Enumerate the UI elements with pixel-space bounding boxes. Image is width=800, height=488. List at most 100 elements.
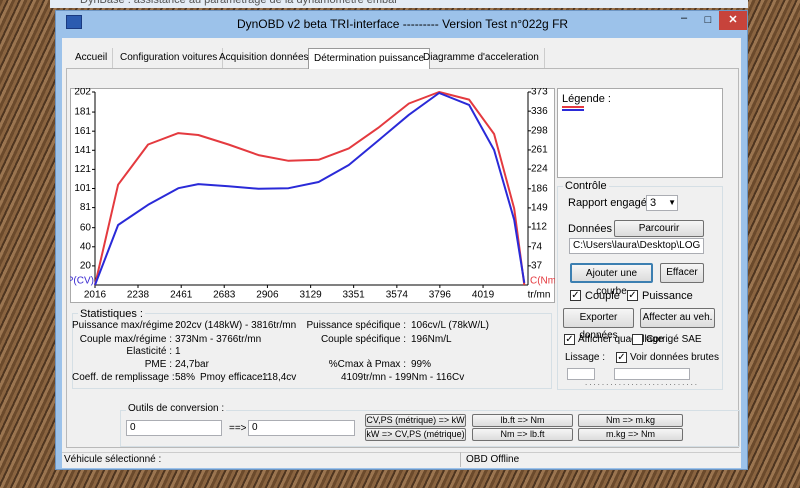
conversion-button[interactable]: m.kg => Nm bbox=[578, 428, 683, 441]
smoothing-label: Lissage : bbox=[565, 352, 606, 363]
app-icon bbox=[66, 15, 82, 29]
stat-value: 58% bbox=[175, 372, 196, 383]
raw-checkbox[interactable]: ✓ bbox=[616, 352, 627, 363]
maximize-button[interactable]: □ bbox=[704, 14, 712, 26]
x-tick-label: 4019 bbox=[472, 290, 495, 301]
stat-value: 106cv/L (78kW/L) bbox=[411, 320, 489, 331]
y-tick-label: 40 bbox=[80, 241, 92, 252]
stat-value: 1 bbox=[175, 346, 181, 357]
y2-tick-label: 298 bbox=[531, 125, 548, 136]
tab[interactable]: Configuration voitures bbox=[115, 48, 224, 68]
legend-title: Légende : bbox=[562, 93, 611, 105]
y-tick-label: 101 bbox=[74, 183, 91, 194]
stat-label: Coeff. de remplissage : bbox=[72, 372, 175, 383]
minimize-button[interactable]: – bbox=[680, 12, 688, 24]
clear-button[interactable]: Effacer bbox=[660, 263, 704, 283]
data-label: Données : bbox=[568, 223, 619, 235]
y-tick-label: 181 bbox=[74, 107, 91, 118]
smoothing-field[interactable] bbox=[567, 368, 595, 380]
stat-value: 202cv (148kW) - 3816tr/mn bbox=[175, 320, 297, 331]
add-curve-button[interactable]: Ajouter une courbe bbox=[570, 263, 653, 297]
conversion-button[interactable]: kW => CV,PS (métrique) bbox=[365, 428, 466, 441]
path-field[interactable]: C:\Users\laura\Desktop\LOG MK- bbox=[569, 238, 704, 254]
tab[interactable]: Accueil bbox=[70, 48, 114, 68]
sae-checkbox[interactable] bbox=[632, 334, 643, 345]
tab[interactable]: Détermination puissance bbox=[308, 48, 431, 69]
conversion-button[interactable]: CV,PS (métrique) => kW bbox=[365, 414, 466, 427]
window-title: DynOBD v2 beta TRI-interface --------- V… bbox=[236, 17, 569, 31]
couple-checkbox[interactable]: ✓ bbox=[570, 290, 581, 301]
x-tick-label: 2461 bbox=[170, 290, 193, 301]
conversion-button[interactable]: Nm => lb.ft bbox=[472, 428, 573, 441]
stat-label: Elasticité : bbox=[126, 346, 172, 357]
legend-box bbox=[557, 88, 723, 178]
grid-label: Afficher quadrillage bbox=[578, 334, 664, 345]
stat-value: 196Nm/L bbox=[411, 334, 452, 345]
stat-label: PME : bbox=[144, 359, 172, 370]
chart: 20 40 60 81 101 121 141 161 181 202 37 74 112 149 186 2… bbox=[70, 88, 555, 301]
y2-tick-label: 186 bbox=[531, 183, 548, 194]
status-separator bbox=[460, 452, 461, 467]
gear-value: 3 bbox=[650, 197, 657, 209]
y2-tick-label: 74 bbox=[531, 241, 543, 252]
y2-tick-label: 112 bbox=[531, 222, 547, 233]
y-tick-label: 202 bbox=[74, 88, 91, 98]
conversion-input[interactable]: 0 bbox=[126, 420, 222, 436]
stat-value: 118,4cv bbox=[262, 372, 297, 383]
sae-label: Corrigé SAE bbox=[646, 334, 702, 345]
x-tick-label: 3574 bbox=[386, 290, 409, 301]
status-obd: OBD Offline bbox=[466, 454, 520, 465]
tab[interactable]: Acquisition données bbox=[214, 48, 315, 68]
conversion-button[interactable]: Nm => m.kg bbox=[578, 414, 683, 427]
close-button[interactable]: ✕ bbox=[719, 11, 747, 30]
conversion-arrow: ==> bbox=[229, 423, 247, 434]
stat-label: Puissance spécifique : bbox=[306, 320, 406, 331]
y2-tick-label: 261 bbox=[531, 145, 548, 156]
gear-select[interactable]: 3 ▼ bbox=[646, 195, 678, 211]
x-tick-label: 3129 bbox=[300, 290, 323, 301]
x-tick-label: 3796 bbox=[429, 290, 452, 301]
controls-title: Contrôle bbox=[563, 180, 609, 192]
status-bar bbox=[62, 452, 741, 468]
stats-group bbox=[72, 313, 552, 389]
puissance-checkbox[interactable]: ✓ bbox=[627, 290, 638, 301]
smoothing-slider[interactable] bbox=[614, 368, 690, 380]
export-button[interactable]: Exporter données bbox=[563, 308, 634, 341]
conversion-button[interactable]: lb.ft => Nm bbox=[472, 414, 573, 427]
stat-value: 4109tr/mn - 199Nm - 116Cv bbox=[341, 372, 465, 383]
stat-value: 373Nm - 3766tr/mn bbox=[175, 334, 262, 345]
y-tick-label: 60 bbox=[80, 222, 92, 233]
stat-label: Couple max/régime : bbox=[79, 334, 172, 345]
gear-label: Rapport engagé : bbox=[568, 197, 654, 209]
stat-label: Pmoy efficace : bbox=[200, 372, 269, 383]
grid-checkbox[interactable]: ✓ bbox=[564, 334, 575, 345]
conversion-group bbox=[120, 410, 740, 447]
raw-label: Voir données brutes bbox=[630, 352, 719, 363]
assign-button[interactable]: Affecter au veh. bbox=[640, 308, 715, 328]
x-tick-label: 2683 bbox=[213, 290, 236, 301]
x-axis-label: tr/mn bbox=[528, 290, 551, 301]
stats-title: Statistiques : bbox=[78, 308, 145, 320]
y2-tick-label: 373 bbox=[531, 88, 548, 98]
couple-label: Couple bbox=[585, 290, 620, 302]
y2-tick-label: 149 bbox=[531, 203, 548, 214]
y2-axis-label: C(Nm) bbox=[530, 276, 555, 287]
x-tick-label: 2016 bbox=[84, 290, 107, 301]
y-tick-label: 81 bbox=[80, 202, 92, 213]
puissance-label: Puissance bbox=[642, 290, 693, 302]
y2-tick-label: 224 bbox=[531, 164, 548, 175]
conversion-output[interactable]: 0 bbox=[248, 420, 355, 436]
x-tick-label: 3351 bbox=[343, 290, 366, 301]
y2-tick-label: 336 bbox=[531, 106, 548, 117]
dropdown-arrow: ▼ bbox=[668, 198, 676, 207]
tab[interactable]: Diagramme d'acceleration bbox=[418, 48, 545, 68]
x-tick-label: 2238 bbox=[127, 290, 150, 301]
y-tick-label: 161 bbox=[74, 126, 91, 137]
chart-frame bbox=[70, 88, 555, 303]
browse-button[interactable]: Parcourir bbox=[614, 220, 704, 237]
x-tick-label: 2906 bbox=[256, 290, 279, 301]
legend-swatches bbox=[562, 106, 584, 111]
y2-tick-label: 37 bbox=[531, 260, 543, 271]
